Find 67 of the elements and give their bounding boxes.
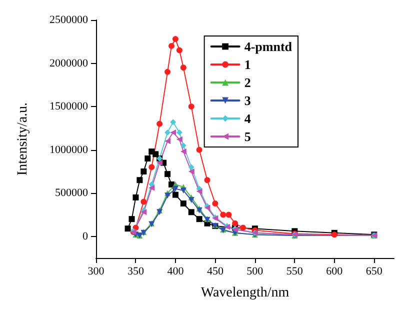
- point: [232, 220, 238, 226]
- point: [172, 192, 178, 198]
- point: [164, 68, 171, 75]
- x-tick-label: 500: [246, 266, 264, 278]
- point: [124, 226, 131, 232]
- y-axis-title: Intensity/a.u.: [16, 102, 30, 176]
- point: [176, 47, 182, 54]
- legend-label: 5: [244, 129, 252, 144]
- x-tick-label: 450: [206, 266, 224, 278]
- point: [196, 216, 202, 222]
- x-axis-title: Wavelength/nm: [200, 286, 290, 300]
- point: [140, 168, 147, 174]
- point: [148, 164, 155, 170]
- point: [132, 194, 139, 200]
- point: [164, 138, 171, 144]
- point: [196, 146, 202, 153]
- point: [188, 104, 194, 110]
- x-tick-label: 600: [326, 266, 344, 278]
- y-tick-label: 1500000: [50, 100, 88, 113]
- point: [164, 171, 171, 178]
- point: [172, 36, 178, 42]
- y-tick-label: 2500000: [50, 14, 88, 26]
- point: [148, 184, 155, 191]
- point: [180, 142, 186, 148]
- y-tick-label: 1000000: [50, 144, 88, 156]
- x-tick-label: 550: [286, 266, 304, 278]
- point: [180, 148, 186, 155]
- point: [128, 216, 135, 222]
- x-tick-label: 400: [167, 266, 184, 278]
- point: [140, 198, 147, 205]
- point: [144, 155, 151, 162]
- point: [170, 119, 176, 126]
- point: [168, 42, 174, 49]
- point: [156, 120, 163, 127]
- legend-label: 1: [244, 57, 251, 72]
- point: [226, 212, 232, 218]
- point: [152, 151, 159, 158]
- point: [188, 164, 194, 170]
- legend-label: 4: [244, 111, 252, 126]
- point: [176, 136, 182, 142]
- point: [180, 187, 186, 194]
- point: [220, 212, 226, 218]
- point: [196, 188, 202, 194]
- point: [164, 130, 171, 136]
- x-tick-label: 650: [366, 266, 383, 278]
- point: [164, 192, 171, 199]
- legend-label: 4-pmntd: [244, 39, 293, 54]
- point: [188, 168, 194, 174]
- point: [176, 130, 182, 136]
- legend-label: 3: [244, 93, 252, 108]
- point: [212, 200, 218, 206]
- point: [180, 200, 186, 206]
- y-tick-label: 500000: [55, 187, 88, 200]
- point: [156, 160, 163, 166]
- point: [240, 224, 246, 231]
- x-tick-label: 300: [88, 266, 105, 278]
- point: [204, 177, 210, 184]
- x-tick-label: 350: [127, 266, 144, 278]
- y-tick-label: 0: [82, 230, 88, 242]
- point: [136, 177, 143, 184]
- point: [170, 130, 176, 136]
- legend-label: 2: [244, 75, 251, 90]
- point: [172, 186, 178, 192]
- point: [188, 197, 194, 204]
- y-tick-label: 2000000: [50, 57, 88, 70]
- point: [180, 64, 186, 71]
- point: [188, 209, 194, 216]
